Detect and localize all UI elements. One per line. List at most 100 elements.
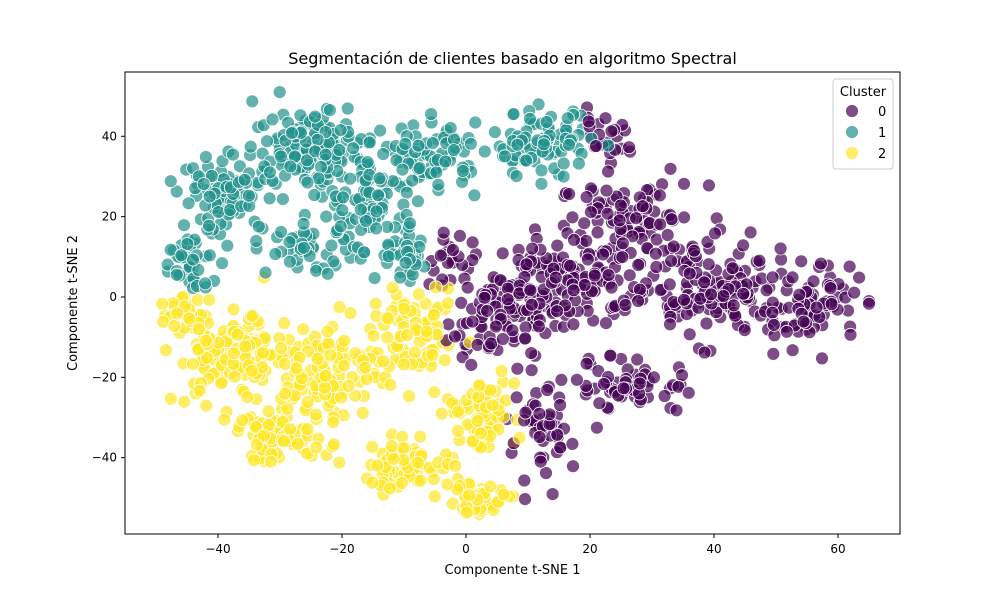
data-point-cluster-2: [182, 311, 197, 326]
data-point-cluster-0: [677, 176, 691, 191]
data-point-cluster-0: [603, 348, 618, 363]
data-point-cluster-2: [384, 439, 399, 453]
data-point-cluster-0: [635, 199, 650, 214]
data-point-cluster-1: [506, 107, 521, 121]
data-point-cluster-0: [525, 241, 540, 256]
data-point-cluster-0: [550, 238, 565, 253]
data-point-cluster-1: [326, 254, 341, 269]
data-point-cluster-1: [410, 194, 425, 209]
data-point-cluster-2: [283, 422, 297, 437]
data-point-cluster-1: [249, 234, 264, 248]
data-point-cluster-0: [592, 396, 607, 411]
data-point-cluster-2: [337, 358, 351, 373]
data-point-cluster-1: [536, 137, 551, 152]
data-point-cluster-0: [577, 216, 592, 231]
data-point-cluster-1: [371, 188, 386, 203]
data-point-cluster-0: [736, 286, 751, 301]
data-point-cluster-0: [554, 372, 569, 387]
data-point-cluster-1: [360, 155, 375, 170]
data-point-cluster-2: [256, 428, 271, 443]
x-tick-label: 0: [462, 542, 470, 556]
data-point-cluster-1: [262, 191, 277, 206]
data-point-cluster-0: [562, 187, 576, 201]
data-point-cluster-0: [625, 229, 640, 244]
data-point-cluster-1: [497, 149, 512, 164]
data-point-cluster-0: [590, 225, 605, 240]
data-point-cluster-2: [425, 347, 440, 362]
data-point-cluster-0: [589, 139, 603, 153]
data-point-cluster-1: [411, 138, 426, 153]
data-point-cluster-0: [633, 282, 647, 297]
x-tick-label: 40: [706, 542, 721, 556]
data-point-cluster-2: [410, 455, 425, 470]
data-point-cluster-1: [369, 204, 384, 219]
data-point-cluster-0: [599, 183, 614, 198]
data-point-cluster-1: [215, 256, 230, 271]
data-point-cluster-2: [419, 324, 434, 339]
data-point-cluster-0: [664, 253, 679, 268]
data-point-cluster-1: [477, 144, 492, 159]
data-point-cluster-0: [726, 298, 741, 313]
data-point-cluster-2: [397, 301, 411, 316]
data-point-cluster-0: [505, 323, 520, 338]
data-point-cluster-0: [596, 247, 610, 262]
data-point-cluster-0: [699, 316, 714, 331]
data-point-cluster-0: [765, 270, 780, 285]
data-point-cluster-1: [403, 216, 417, 231]
data-point-cluster-2: [230, 327, 245, 342]
data-point-cluster-2: [217, 412, 232, 427]
data-point-cluster-2: [427, 489, 442, 504]
data-point-cluster-0: [548, 270, 563, 285]
data-point-cluster-1: [307, 188, 322, 202]
data-point-cluster-2: [368, 296, 383, 311]
data-point-cluster-0: [664, 212, 679, 227]
data-point-cluster-1: [405, 173, 420, 188]
data-point-cluster-1: [245, 94, 260, 109]
data-point-cluster-2: [337, 333, 352, 348]
legend-marker-2: [845, 146, 859, 160]
data-point-cluster-1: [300, 153, 314, 168]
data-point-cluster-1: [174, 248, 189, 263]
data-point-cluster-2: [396, 441, 411, 455]
data-point-cluster-0: [480, 303, 495, 318]
data-point-cluster-0: [532, 319, 546, 334]
data-point-cluster-2: [244, 363, 259, 378]
data-point-cluster-1: [169, 267, 184, 282]
y-tick-label: −20: [92, 370, 117, 384]
data-point-cluster-0: [631, 258, 646, 272]
data-point-cluster-1: [268, 247, 283, 261]
data-point-cluster-1: [601, 138, 615, 153]
data-point-cluster-0: [682, 266, 697, 281]
data-point-cluster-2: [483, 479, 498, 494]
data-point-cluster-1: [455, 164, 470, 178]
data-point-cluster-1: [560, 111, 575, 126]
data-point-cluster-0: [725, 261, 740, 276]
legend-marker-0: [845, 104, 859, 118]
data-point-cluster-2: [155, 296, 170, 311]
data-point-cluster-2: [383, 481, 397, 496]
data-point-cluster-0: [570, 372, 584, 387]
data-point-cluster-1: [343, 171, 358, 186]
data-point-cluster-0: [517, 473, 532, 488]
data-point-cluster-2: [261, 404, 276, 419]
data-point-cluster-2: [440, 296, 455, 311]
data-point-cluster-2: [485, 398, 500, 413]
data-point-cluster-1: [468, 115, 483, 130]
data-point-cluster-2: [451, 424, 466, 438]
data-point-cluster-1: [467, 188, 482, 203]
data-point-cluster-0: [759, 283, 774, 298]
data-point-cluster-0: [647, 370, 661, 385]
data-point-cluster-2: [381, 311, 396, 326]
data-point-cluster-2: [185, 357, 200, 371]
data-point-cluster-1: [463, 136, 478, 151]
data-point-cluster-2: [326, 415, 341, 430]
data-point-cluster-0: [697, 345, 712, 360]
data-point-cluster-1: [429, 165, 444, 180]
data-point-cluster-0: [563, 258, 577, 273]
data-point-cluster-0: [662, 277, 677, 292]
data-point-cluster-1: [369, 221, 384, 236]
plot-frame: [124, 71, 901, 535]
data-point-cluster-1: [284, 126, 299, 141]
data-point-cluster-1: [163, 242, 178, 257]
data-point-cluster-1: [322, 103, 337, 117]
